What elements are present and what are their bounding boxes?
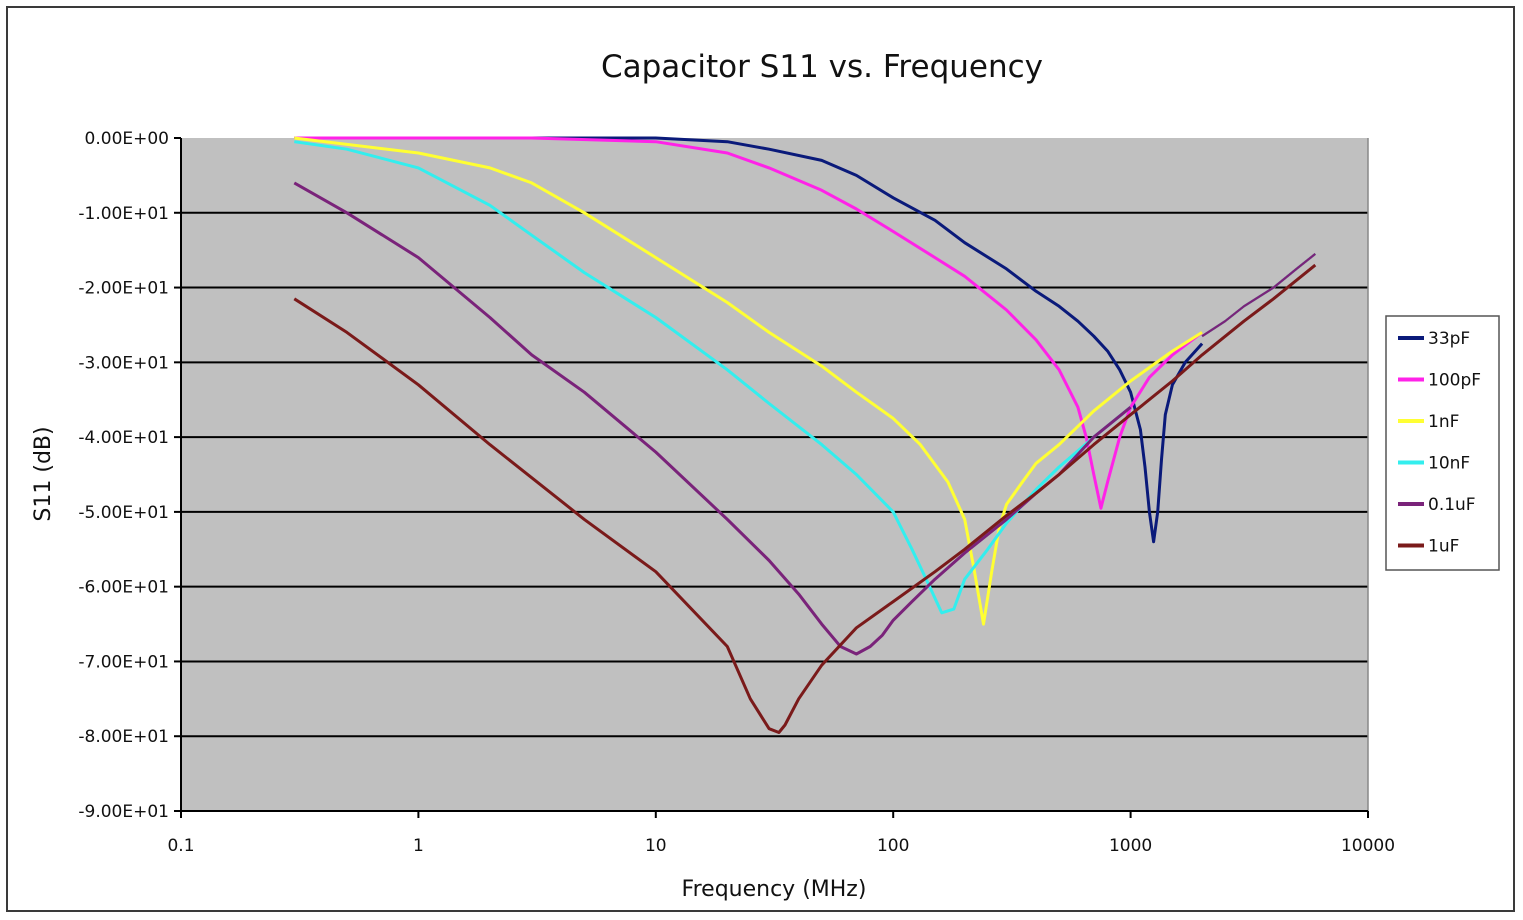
x-axis-title: Frequency (MHz) (682, 877, 867, 902)
y-axis-title: S11 (dB) (31, 426, 56, 521)
series-line-2 (294, 136, 1203, 626)
legend-label-5: 1uF (1428, 537, 1459, 557)
gridlines (181, 211, 1368, 738)
chart-title: Capacitor S11 vs. Frequency (601, 49, 1043, 85)
x-tick-label-5: 10000 (1341, 836, 1395, 856)
series-lines (293, 136, 1317, 734)
y-tick-label-0: 0.00E+00 (85, 129, 169, 149)
series-line-4 (293, 181, 1132, 656)
y-tick-label-5: -5.00E+01 (78, 503, 169, 523)
y-tick-label-9: -9.00E+01 (78, 802, 169, 822)
x-tick-label-3: 100 (877, 836, 909, 856)
axes: 0.00E+00 -1.00E+01 -2.00E+01 -3.00E+01 -4.00… (78, 129, 1395, 856)
y-tick-label-1: -1.00E+01 (78, 204, 169, 224)
y-tick-label-6: -6.00E+01 (78, 578, 169, 598)
x-tick-label-4: 1000 (1109, 836, 1152, 856)
legend-label-2: 1nF (1428, 412, 1459, 432)
y-tick-label-7: -7.00E+01 (78, 652, 169, 672)
legend-label-3: 10nF (1428, 454, 1470, 474)
series-tail-4 (1201, 253, 1316, 338)
series-line-1 (294, 136, 1204, 510)
x-tick-label-2: 10 (645, 836, 667, 856)
y-tick-label-8: -8.00E+01 (78, 727, 169, 747)
plot-area (181, 138, 1368, 811)
y-tick-label-3: -3.00E+01 (78, 353, 169, 373)
series-line-0 (294, 136, 1204, 544)
legend-box (1385, 315, 1500, 571)
legend-label-4: 0.1uF (1428, 495, 1476, 515)
x-tick-label-0: 0.1 (167, 836, 194, 856)
legend-label-1: 100pF (1428, 371, 1481, 391)
y-tick-label-4: -4.00E+01 (78, 428, 169, 448)
legend: 33pF 100pF 1nF 10nF 0.1uF 1uF (1385, 315, 1500, 571)
x-tick-label-1: 1 (413, 836, 424, 856)
series-line-5 (293, 263, 1317, 734)
legend-label-0: 33pF (1428, 329, 1470, 349)
y-tick-label-2: -2.00E+01 (78, 279, 169, 299)
